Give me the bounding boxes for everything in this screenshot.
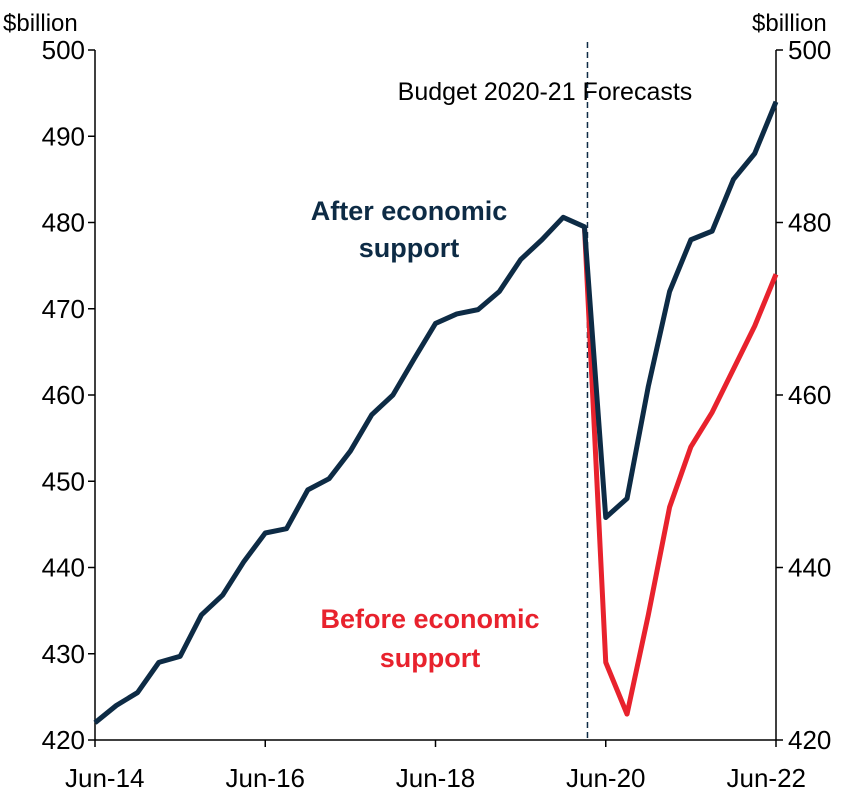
series-lines [93, 100, 779, 725]
left-y-tick-label: 470 [42, 294, 85, 324]
left-y-tick-label: 480 [42, 208, 85, 238]
right-y-tick-label: 460 [788, 380, 831, 410]
x-tick-label: Jun-22 [727, 763, 807, 793]
right-y-tick-label: 500 [788, 35, 831, 65]
right-axis-unit: $billion [752, 10, 827, 37]
after-support-label-line1: After economic [311, 196, 508, 226]
left-y-ticks: 420 430 440 450 460 470 480 490 500 [42, 35, 95, 755]
right-y-tick-label: 440 [788, 553, 831, 583]
right-y-ticks: 420 440 460 480 500 [776, 35, 831, 755]
right-y-tick-label: 480 [788, 208, 831, 238]
left-y-tick-label: 440 [42, 553, 85, 583]
x-tick-label: Jun-14 [65, 763, 145, 793]
left-y-tick-label: 420 [42, 725, 85, 755]
right-y-tick-label: 420 [788, 725, 831, 755]
left-y-tick-label: 450 [42, 466, 85, 496]
left-y-tick-label: 460 [42, 380, 85, 410]
x-tick-label: Jun-18 [396, 763, 476, 793]
left-y-tick-label: 500 [42, 35, 85, 65]
left-axis-unit: $billion [3, 10, 78, 37]
series-line-after-economic-support [93, 100, 779, 725]
x-ticks: Jun-14 Jun-16 Jun-18 Jun-20 Jun-22 [65, 740, 806, 793]
axes [94, 50, 777, 741]
left-y-tick-label: 430 [42, 639, 85, 669]
x-tick-label: Jun-20 [566, 763, 646, 793]
left-y-tick-label: 490 [42, 121, 85, 151]
before-support-label-line1: Before economic [320, 604, 539, 634]
series-line-before-economic-support [581, 226, 779, 717]
after-support-label-line2: support [359, 233, 460, 263]
x-tick-label: Jun-16 [226, 763, 306, 793]
forecast-label: Budget 2020-21 Forecasts [398, 78, 693, 106]
before-support-label-line2: support [380, 643, 481, 673]
